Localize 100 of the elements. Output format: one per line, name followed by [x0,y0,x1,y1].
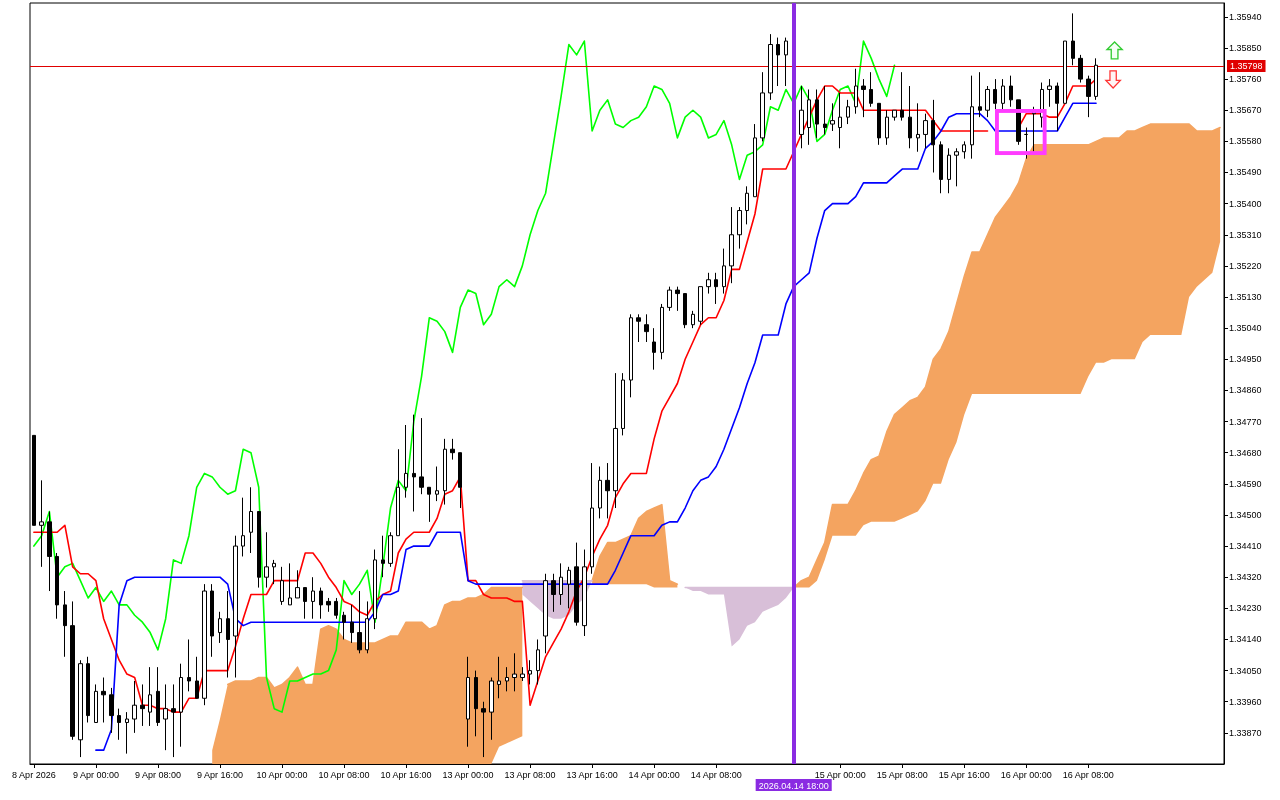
candlestick [644,313,649,343]
candlestick [295,569,300,599]
candlestick [776,37,780,87]
candlestick [970,75,974,160]
candlestick [326,597,331,613]
candlestick [613,372,618,509]
x-tick-label: 16 Apr 08:00 [1062,769,1114,780]
candlestick [838,92,842,149]
y-tick-label: 1.34950 [1229,354,1262,365]
candlestick [481,701,486,758]
candlestick [869,71,873,108]
candlestick [94,683,98,723]
candlestick [753,123,757,198]
x-tick-label: 15 Apr 00:00 [814,769,866,780]
candlestick [78,659,83,758]
candlestick [435,466,439,502]
candlestick [559,562,563,606]
candlestick [117,708,121,741]
candlestick [861,78,866,118]
candlestick [582,549,587,637]
candlestick [179,663,183,748]
candlestick [598,466,602,519]
candlestick [737,206,742,250]
candlestick [156,666,160,727]
candlestick [675,286,680,312]
candlestick [714,272,718,305]
candlestick [691,310,695,329]
candlestick [954,147,959,187]
candlestick [357,590,362,654]
candlestick [1024,127,1028,160]
candlestick [86,656,90,723]
candlestick [280,566,284,606]
candlestick [419,417,424,495]
candlestick [885,109,889,146]
x-tick-label: 9 Apr 08:00 [134,769,181,780]
x-tick-label: 10 Apr 00:00 [256,769,308,780]
candlestick [249,486,253,554]
y-tick-label: 1.35760 [1229,74,1262,85]
candlestick [148,666,152,727]
y-tick-label: 1.35130 [1229,292,1262,303]
candlestick [210,583,214,658]
candlestick [497,656,501,699]
candlestick [505,666,509,692]
candlestick [962,140,966,160]
x-tick-label: 9 Apr 00:00 [72,769,119,780]
candlestick [660,303,664,360]
candlestick [854,68,858,115]
x-tick-label: 16 Apr 00:00 [1000,769,1052,780]
candlestick [729,206,734,284]
candlestick [931,99,935,173]
x-tick-label: 10 Apr 08:00 [318,769,370,780]
candlestick [1078,54,1083,84]
candlestick [1071,12,1075,66]
y-tick-label: 1.35940 [1229,11,1262,22]
y-tick-label: 1.34410 [1229,541,1262,552]
y-tick-label: 1.34140 [1229,634,1262,645]
candlestick [846,99,850,125]
candlestick [264,531,269,589]
candlestick [257,510,261,589]
y-tick-label: 1.34860 [1229,385,1262,396]
candlestick [1055,82,1059,132]
candlestick [605,462,610,519]
candlestick [125,711,129,755]
candlestick [1001,78,1005,111]
candlestick [458,452,462,509]
candlestick [233,535,238,679]
ref-line-label: 1.35798 [1230,60,1263,71]
candlestick [404,424,408,499]
candlestick [784,37,788,87]
y-tick-label: 1.33870 [1229,727,1262,738]
candlestick [908,85,912,149]
candlestick [163,683,168,751]
candlestick [466,656,470,748]
candlestick [1047,78,1052,108]
candlestick [939,140,943,194]
candlestick [427,486,431,523]
x-tick-label: 13 Apr 16:00 [566,769,618,780]
candlestick [1009,75,1013,108]
y-tick-label: 1.35040 [1229,323,1262,334]
candlestick [1094,57,1098,101]
y-tick-label: 1.34680 [1229,447,1262,458]
y-tick-label: 1.35580 [1229,136,1262,147]
candlestick [512,652,517,692]
y-tick-label: 1.34590 [1229,478,1262,489]
candlestick [311,576,315,620]
candlestick [916,102,920,153]
candlestick [590,462,594,575]
candlestick [450,438,455,461]
candlestick [745,185,749,225]
candlestick [830,102,835,132]
y-tick-label: 1.34500 [1229,509,1262,520]
candlestick [683,293,687,329]
candlestick [1016,99,1021,146]
candlestick [381,535,385,578]
candlestick [350,604,354,644]
candlestick [334,597,338,620]
candlestick [877,102,881,146]
candlestick [474,670,478,737]
candlestick [799,85,804,149]
y-tick-label: 1.34770 [1229,416,1262,427]
